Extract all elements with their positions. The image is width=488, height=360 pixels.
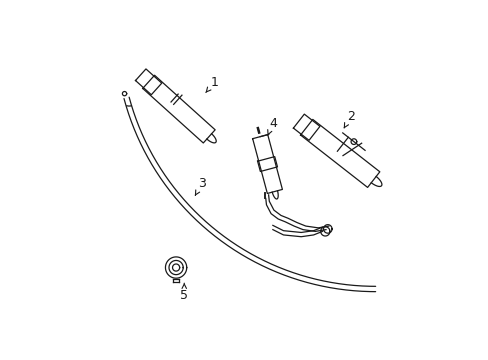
Text: 5: 5 [180,283,188,302]
Text: 4: 4 [267,117,276,135]
Text: 2: 2 [344,110,354,128]
Text: 3: 3 [195,177,205,195]
Text: 1: 1 [205,76,218,93]
